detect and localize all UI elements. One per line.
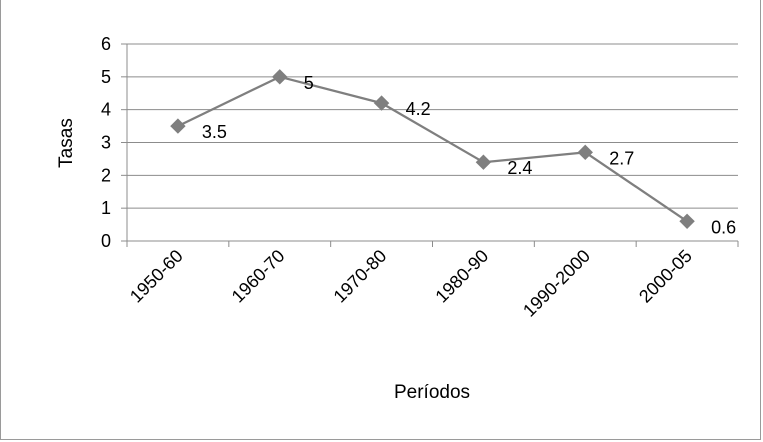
x-tick-label: 1960-70	[228, 246, 289, 307]
data-label: 4.2	[406, 99, 431, 119]
data-point-marker	[577, 144, 593, 161]
y-tick-label: 3	[101, 133, 111, 153]
x-axis-title: Períodos	[394, 382, 470, 403]
data-point-marker	[475, 154, 492, 170]
y-tick-label: 6	[101, 34, 111, 54]
y-axis-title: Tasas	[56, 118, 77, 168]
data-label: 3.5	[202, 122, 227, 142]
y-tick-label: 2	[101, 165, 111, 185]
y-tick-label: 1	[101, 198, 111, 218]
data-labels: 3.5 5 4.2 2.4 2.7 0.6	[202, 73, 736, 237]
x-tick-label: 1980-90	[431, 246, 492, 307]
x-tick-label: 1970-80	[330, 246, 391, 307]
gridlines	[127, 43, 738, 209]
series-line	[177, 75, 688, 223]
axes	[121, 43, 739, 247]
data-point-marker	[373, 95, 390, 111]
y-tick-label: 4	[101, 100, 111, 120]
data-point-marker	[170, 118, 186, 134]
data-point-marker	[679, 213, 695, 230]
x-tick-label: 1990-2000	[519, 246, 594, 321]
x-tick-label: 1950-60	[126, 246, 187, 307]
y-tick-labels: 0 1 2 3 4 5 6	[101, 34, 111, 251]
y-tick-label: 0	[101, 231, 111, 251]
y-tick-label: 5	[101, 67, 111, 87]
data-label: 0.6	[711, 217, 736, 237]
data-label: 2.4	[507, 158, 532, 178]
data-label: 2.7	[609, 148, 634, 168]
data-point-marker	[272, 69, 288, 85]
series-line-path	[177, 75, 688, 223]
x-tick-labels: 1950-60 1960-70 1970-80 1980-90 1990-2000 200…	[126, 246, 696, 321]
x-tick-label: 2000-05	[635, 246, 696, 307]
series-markers	[170, 69, 695, 230]
data-label: 5	[304, 73, 314, 93]
